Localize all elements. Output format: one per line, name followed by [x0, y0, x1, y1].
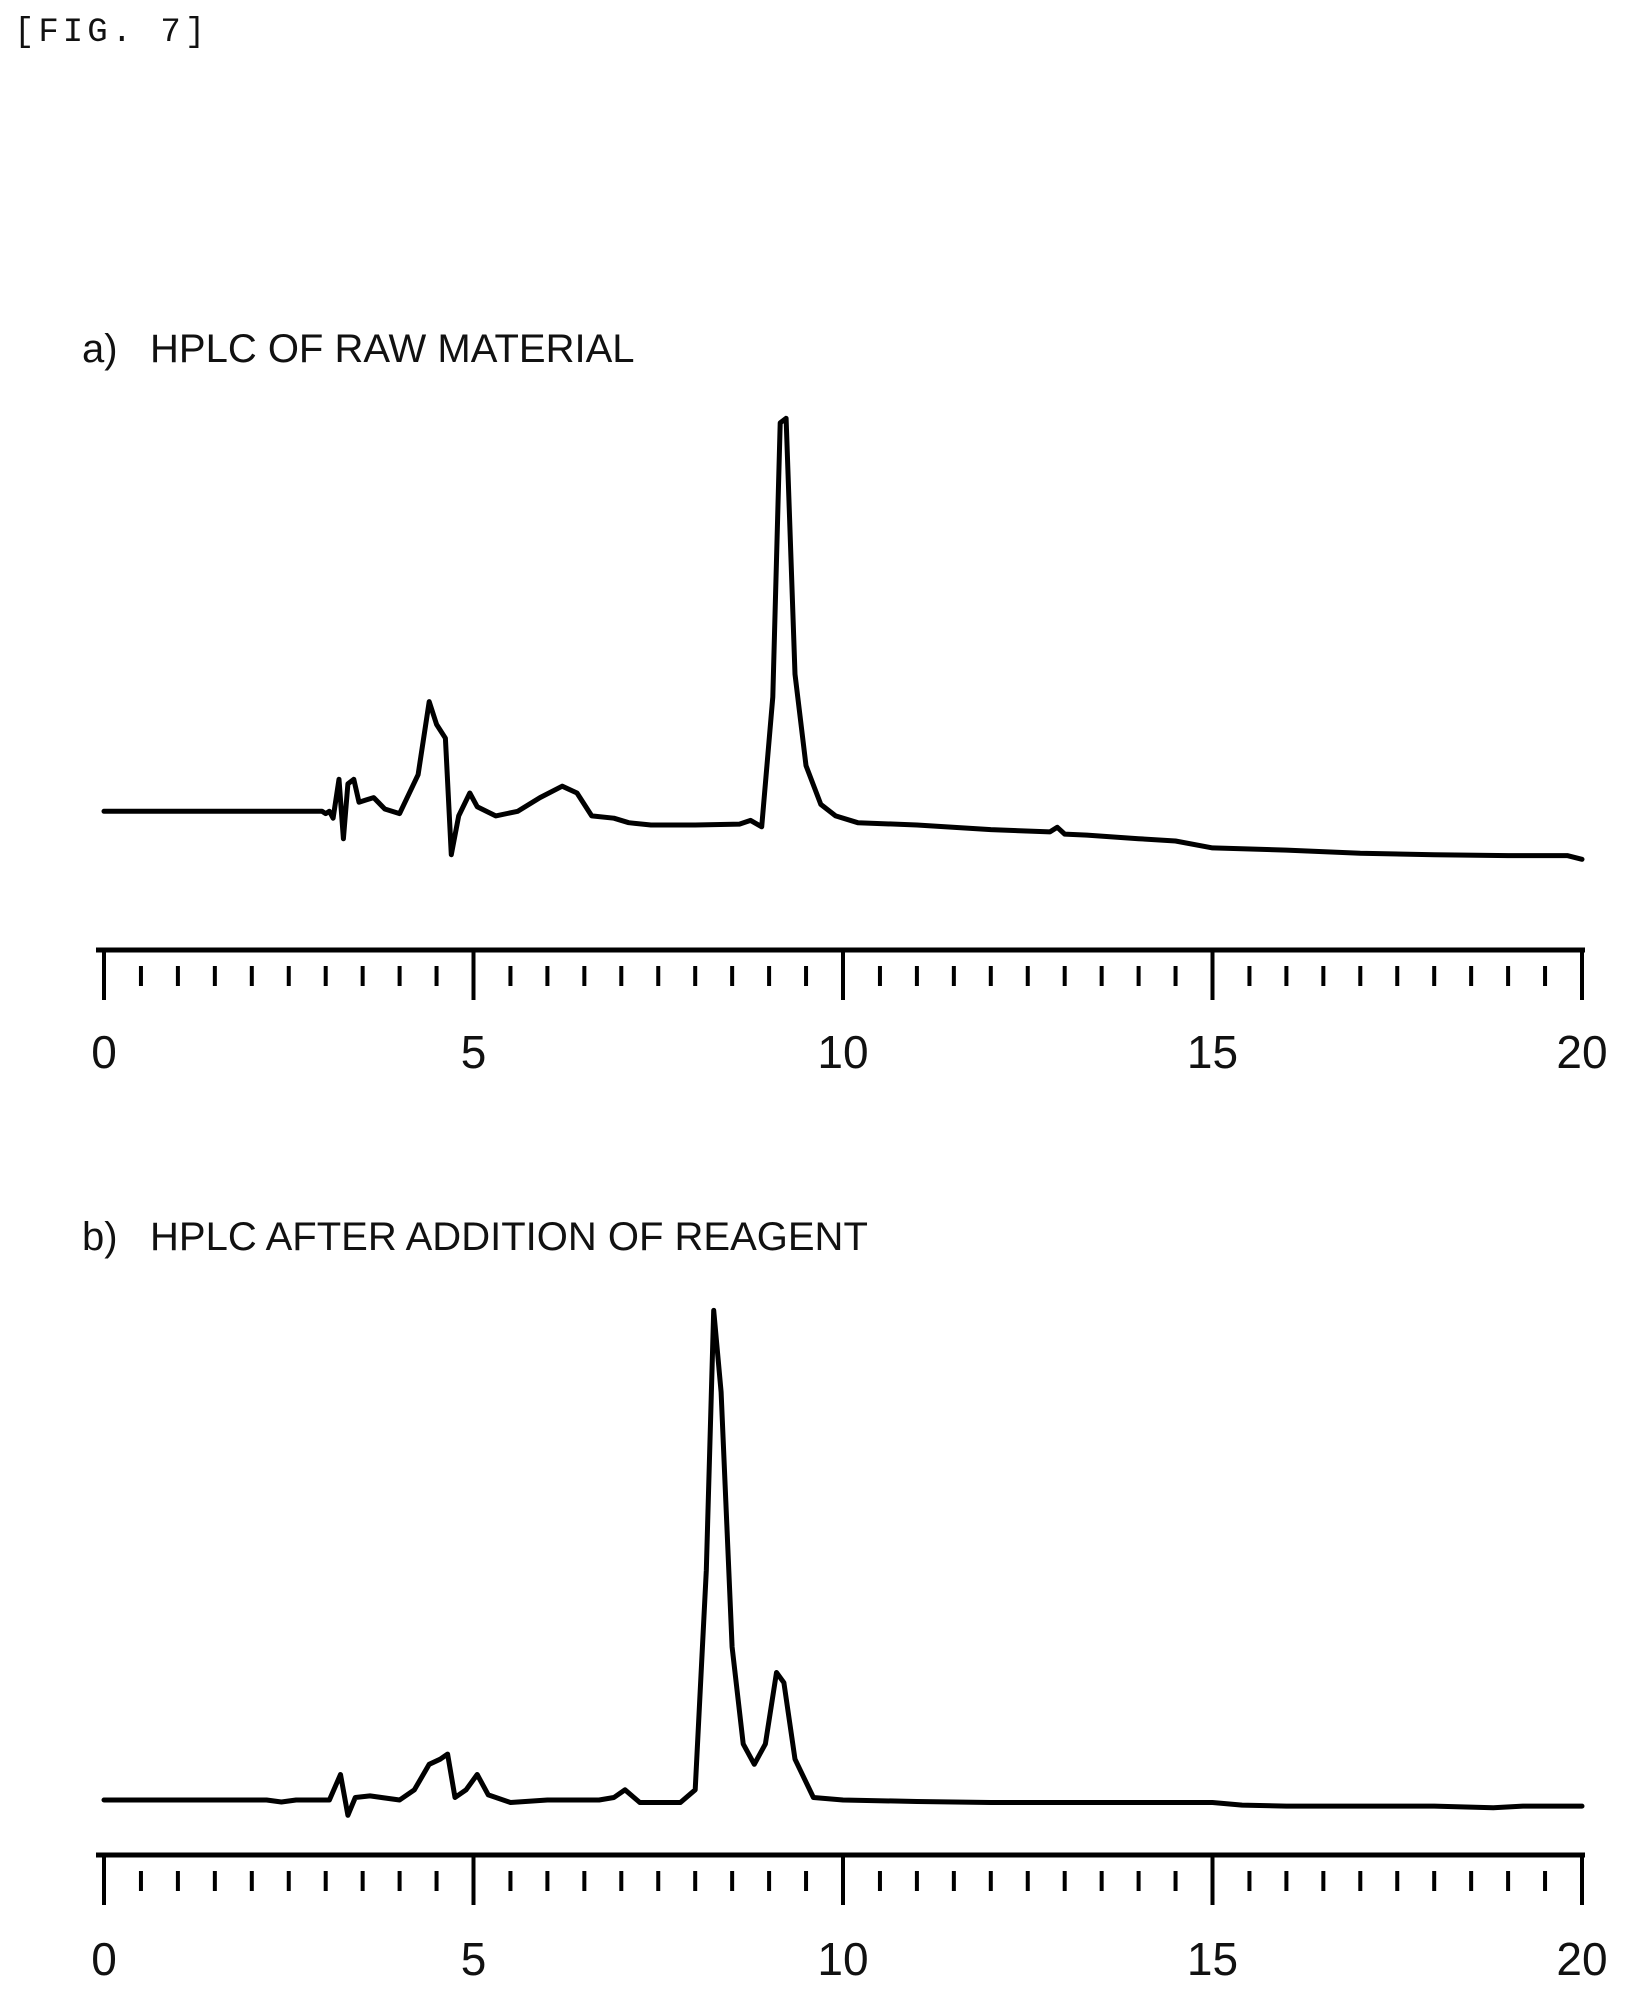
panel-a-x-ticks — [102, 950, 1584, 1000]
panel-b-letter: b) — [82, 1215, 118, 1259]
panel-b: b) HPLC AFTER ADDITION OF REAGENT 0 5 10 15… — [82, 1215, 1608, 1985]
figure-label: [FIG. 7] — [14, 14, 210, 52]
x-tick-label: 10 — [817, 1933, 868, 1985]
panel-a-x-tick-labels: 0 5 10 15 20 — [91, 1026, 1607, 1078]
x-tick-label: 0 — [91, 1933, 117, 1985]
x-tick-label: 10 — [817, 1026, 868, 1078]
panel-b-title: HPLC AFTER ADDITION OF REAGENT — [150, 1215, 868, 1259]
panel-a-chromatogram-trace — [101, 415, 1585, 862]
x-tick-label: 20 — [1556, 1933, 1607, 1985]
x-tick-label: 5 — [461, 1026, 487, 1078]
panel-a: a) HPLC OF RAW MATERIAL 0 5 10 15 20 — [82, 327, 1608, 1078]
panel-a-letter: a) — [82, 327, 118, 371]
panel-b-chromatogram-trace — [101, 1307, 1585, 1818]
x-tick-label: 20 — [1556, 1026, 1607, 1078]
panel-b-x-ticks — [102, 1855, 1584, 1905]
x-tick-label: 15 — [1187, 1933, 1238, 1985]
x-tick-label: 0 — [91, 1026, 117, 1078]
x-tick-label: 5 — [461, 1933, 487, 1985]
x-tick-label: 15 — [1187, 1026, 1238, 1078]
panel-b-x-tick-labels: 0 5 10 15 20 — [91, 1933, 1607, 1985]
panel-a-title: HPLC OF RAW MATERIAL — [150, 327, 635, 371]
